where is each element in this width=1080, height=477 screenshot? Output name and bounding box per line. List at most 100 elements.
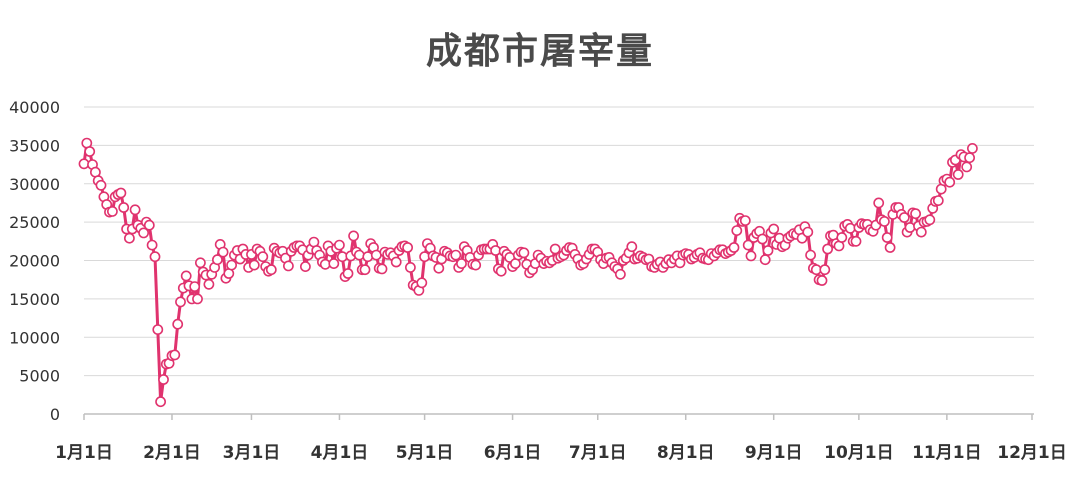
data-point xyxy=(932,195,944,206)
data-point xyxy=(844,222,856,234)
data-point xyxy=(762,245,774,256)
data-point xyxy=(873,197,885,209)
data-point xyxy=(944,176,956,188)
data-point xyxy=(138,227,149,239)
data-point xyxy=(155,396,166,408)
data-point xyxy=(149,251,161,263)
data-point xyxy=(739,215,751,226)
y-tick-label: 20000 xyxy=(9,252,60,271)
data-point xyxy=(107,205,118,217)
data-point xyxy=(333,239,345,251)
data-point xyxy=(265,264,277,276)
x-tick-label: 4月1日 xyxy=(311,443,369,463)
y-tick-label: 30000 xyxy=(9,175,60,194)
x-tick-label: 10月1日 xyxy=(824,443,894,463)
data-point xyxy=(470,259,482,271)
y-tick-label: 10000 xyxy=(9,328,60,347)
data-point xyxy=(518,247,530,259)
x-tick-label: 8月1日 xyxy=(657,443,715,463)
data-point xyxy=(362,251,374,263)
data-point xyxy=(194,257,206,269)
x-tick-label: 3月1日 xyxy=(223,443,281,463)
data-point xyxy=(257,251,269,263)
data-point xyxy=(898,212,910,223)
y-tick-label: 25000 xyxy=(9,213,60,232)
x-tick-label: 1月1日 xyxy=(55,443,113,463)
data-point-markers xyxy=(78,137,978,408)
data-point xyxy=(805,249,816,261)
data-point xyxy=(359,264,371,276)
y-tick-label: 35000 xyxy=(9,136,60,155)
data-point xyxy=(158,374,169,385)
x-tick-label: 2月1日 xyxy=(143,443,201,463)
data-point xyxy=(299,261,311,272)
data-point xyxy=(728,242,740,253)
data-point xyxy=(169,349,181,361)
x-tick-label: 12月1日 xyxy=(997,443,1067,463)
data-point xyxy=(759,254,771,266)
data-point xyxy=(879,215,890,227)
data-point xyxy=(768,223,780,235)
data-point xyxy=(226,259,237,271)
data-point xyxy=(376,263,388,275)
data-point xyxy=(433,262,445,274)
x-tick-label: 6月1日 xyxy=(484,443,542,463)
data-point xyxy=(967,142,978,154)
y-tick-label: 15000 xyxy=(9,290,60,309)
x-axis: 1月1日 2月1日 3月1日 4月1日 5月1日 6月1日 7月1日 8月1日 9月1日 10月1… xyxy=(55,413,1067,463)
data-point xyxy=(353,249,365,261)
data-point xyxy=(850,235,862,247)
data-point xyxy=(152,324,164,335)
data-point xyxy=(884,242,896,253)
data-point xyxy=(757,233,768,245)
data-point xyxy=(84,146,96,157)
data-point xyxy=(416,277,428,289)
data-point xyxy=(404,261,416,273)
data-point xyxy=(211,254,223,266)
data-point xyxy=(836,232,848,243)
data-point xyxy=(115,187,127,199)
data-point xyxy=(819,264,831,276)
data-point xyxy=(731,225,743,236)
data-point xyxy=(904,222,916,233)
data-point xyxy=(881,232,893,243)
data-point xyxy=(615,268,626,280)
data-point xyxy=(456,258,467,269)
y-axis-tick-labels: 0 5000 10000 15000 20000 25000 30000 35000 40000 xyxy=(9,98,60,424)
data-point xyxy=(745,250,757,262)
x-tick-label: 7月1日 xyxy=(569,443,627,463)
data-point xyxy=(961,161,973,173)
data-point xyxy=(172,318,184,330)
data-point xyxy=(402,242,413,253)
data-point xyxy=(626,241,638,253)
x-tick-label: 11月1日 xyxy=(912,443,982,463)
data-point xyxy=(816,275,828,286)
data-point xyxy=(143,219,155,231)
chart-title: 成都市屠宰量 xyxy=(425,31,654,72)
data-point xyxy=(450,249,462,261)
data-point xyxy=(910,208,921,220)
data-point xyxy=(95,179,107,191)
x-tick-label: 9月1日 xyxy=(745,443,803,463)
data-point xyxy=(189,281,201,292)
data-point xyxy=(282,260,294,272)
data-point xyxy=(952,169,964,180)
data-point xyxy=(822,243,833,255)
data-point xyxy=(180,270,192,282)
y-tick-label: 0 xyxy=(50,405,60,424)
data-point xyxy=(146,239,158,251)
data-point xyxy=(217,246,229,258)
x-tick-label: 5月1日 xyxy=(396,443,454,463)
data-point xyxy=(192,293,203,305)
data-point xyxy=(129,204,141,216)
data-point xyxy=(390,256,402,268)
data-point xyxy=(924,214,936,226)
data-point xyxy=(123,232,135,244)
y-tick-label: 5000 xyxy=(19,367,60,386)
data-point xyxy=(742,239,754,251)
data-point xyxy=(495,265,507,277)
data-point xyxy=(342,268,354,279)
data-point xyxy=(248,259,260,271)
